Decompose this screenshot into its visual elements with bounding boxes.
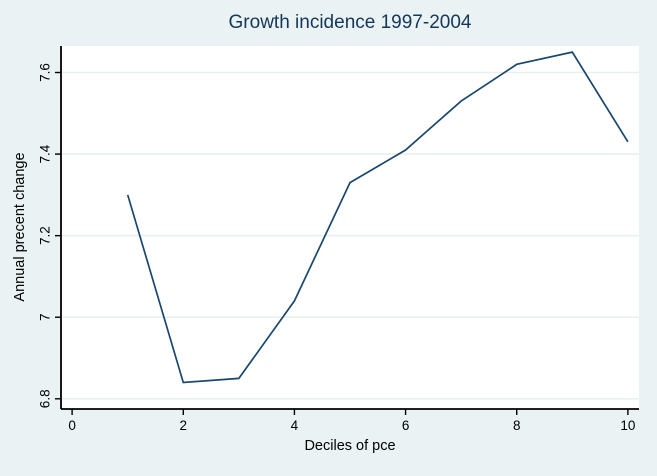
chart-title: Growth incidence 1997-2004 [228, 12, 472, 33]
x-tick-label: 10 [620, 418, 635, 433]
x-tick-label: 4 [291, 418, 299, 433]
plot-area [61, 46, 639, 409]
y-tick-label: 7 [38, 313, 53, 321]
x-tick-label: 8 [513, 418, 521, 433]
x-tick-label: 0 [68, 418, 76, 433]
x-axis-label: Deciles of pce [304, 438, 396, 454]
y-tick-label: 7.2 [38, 226, 53, 245]
y-tick-label: 6.8 [38, 389, 53, 408]
growth-incidence-line [126, 51, 629, 384]
y-tick-label: 7.6 [38, 63, 53, 82]
x-tick-label: 2 [180, 418, 188, 433]
y-tick-label: 7.4 [38, 144, 53, 163]
x-tick-label: 6 [402, 418, 410, 433]
y-axis-label: Annual precent change [12, 152, 28, 302]
